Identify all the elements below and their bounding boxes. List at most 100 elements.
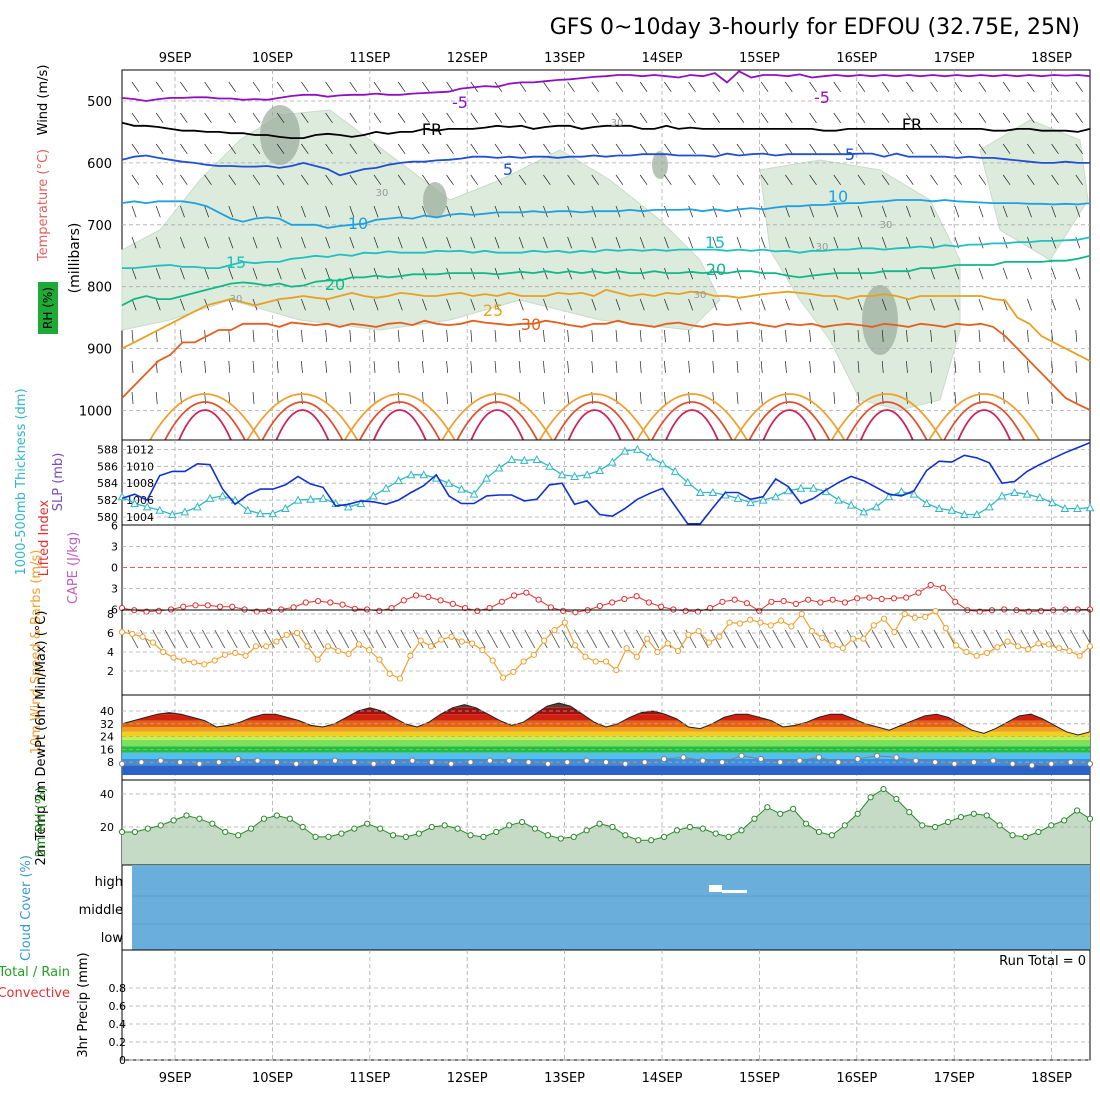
surface-heat-contour xyxy=(636,393,748,441)
rh2m-marker xyxy=(764,804,771,811)
wind-speed-marker xyxy=(1086,643,1094,650)
wind-barb xyxy=(325,298,331,311)
temperature-contour xyxy=(121,199,1091,229)
wind-barb xyxy=(518,81,527,93)
wind-speed-marker xyxy=(252,643,259,650)
rh2m-marker xyxy=(131,828,139,836)
wind-barb xyxy=(712,81,720,93)
surface-heat-contour xyxy=(846,401,928,441)
wind-barb xyxy=(494,143,503,155)
wind-barb xyxy=(785,298,790,311)
thickness-marker xyxy=(758,495,768,504)
wind-barb xyxy=(615,267,621,280)
wind-barb xyxy=(349,236,355,249)
lifted-index-marker xyxy=(290,604,297,611)
lifted-index-marker xyxy=(854,595,861,602)
wind-barb xyxy=(1002,267,1008,280)
wind-barb xyxy=(1075,205,1081,218)
rh-shading xyxy=(121,109,721,331)
rh2m-marker xyxy=(144,825,151,832)
panel-frame xyxy=(121,439,1091,526)
wind-barb xyxy=(397,205,403,218)
wind-barb xyxy=(978,143,987,155)
wind-barb xyxy=(373,205,379,218)
wind-barb xyxy=(1027,329,1029,342)
dewpoint-marker xyxy=(389,759,397,766)
lifted-index-marker xyxy=(621,595,628,603)
wind-barb xyxy=(470,236,476,249)
precip-tick-label: 0 xyxy=(119,1054,126,1067)
surface-heat-contour xyxy=(470,409,525,441)
dewpoint-marker xyxy=(235,755,242,763)
wind-speed-marker xyxy=(417,637,424,644)
wind-barb xyxy=(131,267,137,280)
date-label-bottom: 9SEP xyxy=(159,1071,192,1086)
wind-barb xyxy=(226,629,238,649)
rh2m-marker xyxy=(196,815,203,822)
wind-barb xyxy=(325,267,331,280)
wind-barb xyxy=(1075,143,1083,155)
wind-barb xyxy=(1051,360,1053,373)
rh2m-marker xyxy=(880,785,887,793)
wind-speed-marker xyxy=(777,617,785,624)
surface-heat-contour xyxy=(149,393,261,441)
wind-barb xyxy=(1051,298,1057,311)
wind-barb xyxy=(809,267,815,280)
wind-barb xyxy=(518,112,527,124)
wind-barb xyxy=(1002,143,1011,155)
wind-barb xyxy=(567,143,575,155)
wind-barb xyxy=(639,391,642,404)
lifted-index-marker xyxy=(939,584,947,591)
temperature-contour-label: 15 xyxy=(226,253,246,272)
wind-speed-marker xyxy=(654,648,661,656)
thickness-marker xyxy=(545,461,554,470)
wind-barb xyxy=(639,236,645,249)
wind-speed-marker xyxy=(953,642,960,649)
wind-speed-marker xyxy=(850,635,857,642)
wind-barb xyxy=(301,329,303,342)
rh2m-marker xyxy=(725,833,732,841)
wind-speed-marker xyxy=(345,650,352,658)
wind-speed-marker xyxy=(489,657,496,664)
rh2m-marker xyxy=(1061,817,1068,824)
cloud-row-label: high xyxy=(95,875,123,890)
dewpoint-marker xyxy=(1086,760,1094,767)
wind-barb xyxy=(131,236,137,249)
rh-contour-label: 30 xyxy=(376,188,389,199)
panel-frame xyxy=(121,609,1091,696)
lifted-index-marker xyxy=(719,598,726,605)
thickness-marker xyxy=(255,509,265,518)
wind-barb xyxy=(204,329,206,342)
wind-barb xyxy=(349,205,355,218)
wind-barb xyxy=(639,81,648,93)
wind-barb xyxy=(470,329,473,342)
wind-barb xyxy=(906,81,914,93)
wind-barb xyxy=(615,329,618,342)
dewpoint-marker xyxy=(1009,760,1016,767)
temperature-contour-label: 10 xyxy=(348,214,368,233)
precip-tick-label: 0.4 xyxy=(109,1018,127,1031)
rh2m-marker xyxy=(389,832,397,839)
surface-heat-contour xyxy=(344,393,456,441)
yaxis-label-lifted-index: Lifted Index xyxy=(37,499,52,576)
wind-barb xyxy=(978,236,984,249)
wind-barb xyxy=(857,360,860,373)
rh2m-marker xyxy=(738,827,745,834)
wind-barb xyxy=(397,112,406,124)
rh2m-marker xyxy=(531,825,539,832)
precip-tick-label: 0.6 xyxy=(109,1000,127,1013)
surface-heat-contour xyxy=(178,409,232,441)
rh2m-marker xyxy=(906,809,913,816)
wind-barb xyxy=(567,112,575,124)
dewpoint-marker xyxy=(815,754,823,761)
rh2m-marker xyxy=(570,833,577,841)
wind-barb xyxy=(204,360,206,373)
lifted-index-marker xyxy=(817,599,824,606)
wind-speed-marker xyxy=(211,657,218,664)
wind-speed-marker xyxy=(747,616,754,623)
dewpoint-marker xyxy=(951,760,958,767)
wind-barb xyxy=(204,174,212,186)
wind-barb xyxy=(164,629,176,649)
rh2m-marker xyxy=(493,828,500,836)
rh2m-marker xyxy=(235,832,242,839)
